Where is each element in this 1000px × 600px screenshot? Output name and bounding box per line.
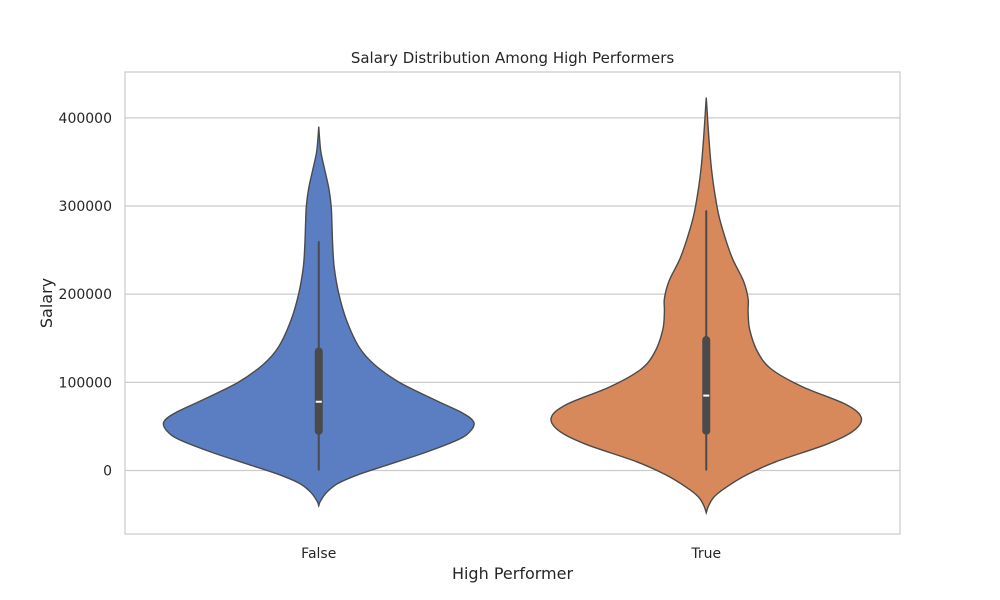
x-tick-labels: False True — [301, 546, 721, 562]
y-tick-label: 300000 — [59, 199, 112, 215]
violins — [162, 97, 863, 516]
y-tick-labels: 0 100000 200000 300000 400000 — [59, 111, 112, 480]
violin-false — [162, 126, 475, 508]
y-tick-label: 100000 — [59, 375, 112, 391]
y-tick-label: 400000 — [59, 111, 112, 127]
y-tick-label: 200000 — [59, 287, 112, 303]
x-axis-label: High Performer — [452, 564, 574, 583]
y-tick-label: 0 — [103, 464, 112, 480]
x-tick-label: True — [690, 546, 721, 562]
plot-background — [125, 72, 900, 534]
x-tick-label: False — [301, 546, 336, 562]
violin-true — [550, 97, 863, 516]
plot-frame — [124, 71, 901, 535]
y-axis-label: Salary — [37, 278, 56, 328]
chart-title: Salary Distribution Among High Performer… — [351, 49, 675, 67]
